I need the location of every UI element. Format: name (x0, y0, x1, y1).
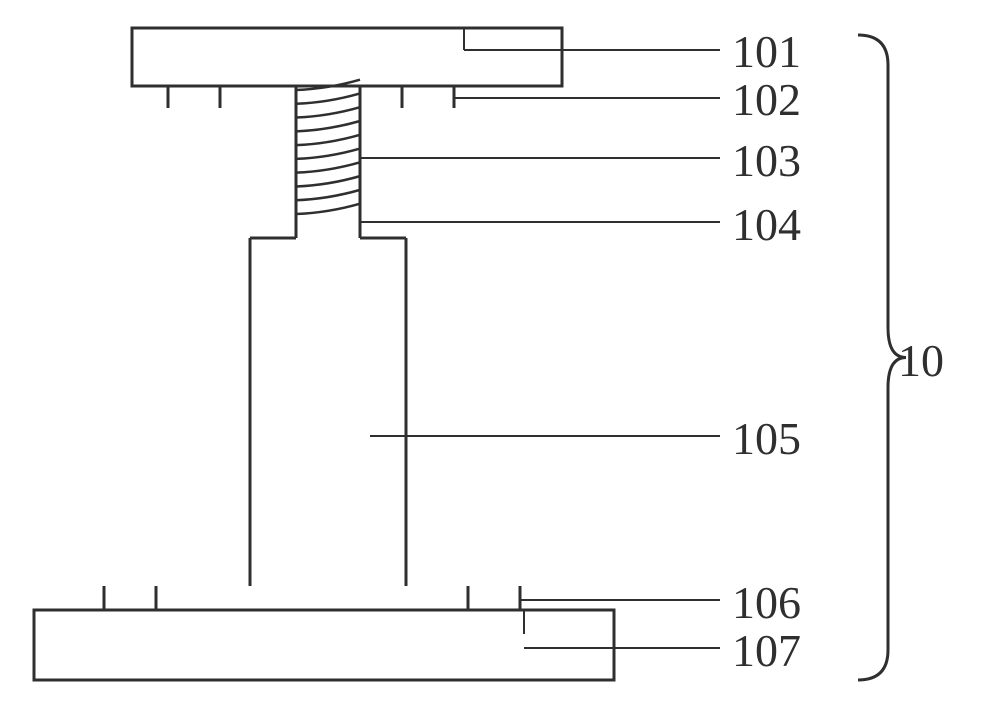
label-104: 104 (732, 198, 801, 251)
label-107: 107 (732, 624, 801, 677)
label-assembly: 10 (898, 334, 944, 387)
label-101: 101 (732, 25, 801, 78)
label-105: 105 (732, 412, 801, 465)
label-102: 102 (732, 73, 801, 126)
diagram-svg (0, 0, 1000, 709)
label-103: 103 (732, 134, 801, 187)
label-106: 106 (732, 576, 801, 629)
